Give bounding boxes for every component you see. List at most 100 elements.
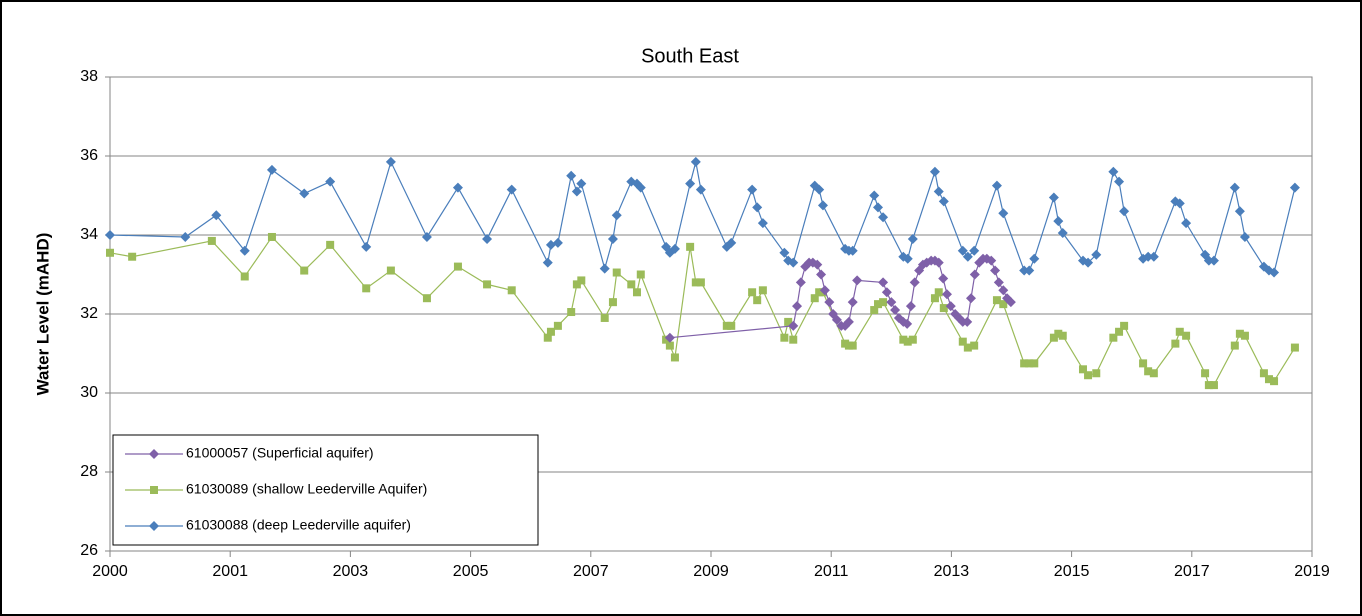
- data-point: [1020, 359, 1029, 368]
- data-point: [421, 231, 432, 242]
- data-point: [748, 288, 757, 297]
- data-point: [788, 257, 799, 268]
- y-tick-label: 34: [80, 226, 98, 243]
- data-point: [878, 277, 889, 288]
- data-point: [831, 314, 842, 325]
- data-point: [1139, 359, 1148, 368]
- plot-area: [109, 76, 1313, 552]
- data-point: [986, 255, 997, 266]
- data-point: [969, 245, 980, 256]
- legend-marker: [150, 486, 158, 494]
- data-point: [945, 301, 956, 312]
- data-point: [1203, 255, 1214, 266]
- data-point: [608, 298, 617, 307]
- data-point: [180, 231, 191, 242]
- data-point: [966, 293, 977, 304]
- data-point: [662, 335, 671, 344]
- data-point: [1049, 333, 1058, 342]
- data-point: [543, 333, 552, 342]
- data-point: [957, 245, 968, 256]
- data-point: [361, 241, 372, 252]
- data-point: [240, 272, 249, 281]
- data-point: [299, 188, 310, 199]
- data-point: [934, 288, 943, 297]
- data-point: [752, 202, 763, 213]
- data-point: [899, 335, 908, 344]
- data-point: [726, 237, 737, 248]
- data-point: [819, 285, 830, 296]
- data-point: [207, 236, 216, 245]
- data-point: [1181, 218, 1192, 229]
- data-point: [747, 184, 758, 195]
- data-point: [847, 245, 858, 256]
- data-point: [1175, 327, 1184, 336]
- data-point: [878, 212, 889, 223]
- data-point: [422, 294, 431, 303]
- data-point: [542, 257, 553, 268]
- legend-label: 61030089 (shallow Leederville Aquifer): [186, 481, 427, 497]
- data-point: [902, 318, 913, 329]
- data-point: [1201, 369, 1210, 378]
- x-tick-label: 2000: [92, 563, 128, 580]
- data-point: [1264, 375, 1273, 384]
- data-point: [1171, 339, 1180, 348]
- data-point: [567, 308, 576, 317]
- data-point: [1114, 176, 1125, 187]
- data-point: [627, 280, 636, 289]
- data-point: [1209, 381, 1218, 390]
- legend-box: [112, 434, 539, 546]
- data-point: [1029, 253, 1040, 264]
- data-point: [1019, 265, 1030, 276]
- data-point: [958, 337, 967, 346]
- data-point: [1108, 166, 1119, 177]
- data-point: [1259, 369, 1268, 378]
- data-point: [600, 313, 609, 322]
- data-point: [1182, 331, 1191, 340]
- data-point: [571, 186, 582, 197]
- y-tick-label: 36: [80, 147, 98, 164]
- data-point: [933, 257, 944, 268]
- data-point: [553, 321, 562, 330]
- data-point: [1119, 206, 1130, 217]
- data-point: [1084, 371, 1093, 380]
- data-point: [576, 178, 587, 189]
- data-point: [1269, 267, 1280, 278]
- data-point: [843, 316, 854, 327]
- data-point: [482, 233, 493, 244]
- data-point: [1054, 329, 1063, 338]
- data-point: [1148, 251, 1159, 262]
- data-point: [1235, 329, 1244, 338]
- data-point: [696, 278, 705, 287]
- data-point: [992, 296, 1001, 305]
- data-point: [1058, 331, 1067, 340]
- data-point: [1120, 321, 1129, 330]
- data-point: [266, 164, 277, 175]
- data-point: [386, 266, 395, 275]
- x-tick-label: 2013: [934, 563, 970, 580]
- data-point: [847, 297, 858, 308]
- data-point: [814, 184, 825, 195]
- y-tick-label: 26: [80, 542, 98, 559]
- data-point: [757, 218, 768, 229]
- data-point: [933, 186, 944, 197]
- data-point: [1234, 206, 1245, 217]
- data-point: [817, 200, 828, 211]
- data-point: [1204, 381, 1213, 390]
- y-tick-label: 32: [80, 305, 98, 322]
- data-point: [792, 301, 803, 312]
- data-point: [128, 252, 137, 261]
- data-point: [1057, 228, 1068, 239]
- data-point: [1025, 359, 1034, 368]
- data-point: [566, 170, 577, 181]
- x-tick-label: 2009: [693, 563, 729, 580]
- data-point: [686, 242, 695, 251]
- data-point: [1239, 231, 1250, 242]
- data-point: [727, 321, 736, 330]
- data-point: [939, 304, 948, 313]
- data-point: [552, 237, 563, 248]
- x-tick-label: 2011: [814, 563, 849, 580]
- data-point: [870, 306, 879, 315]
- x-tick-label: 2017: [1174, 563, 1210, 580]
- legend-marker: [149, 521, 159, 531]
- data-point: [572, 280, 581, 289]
